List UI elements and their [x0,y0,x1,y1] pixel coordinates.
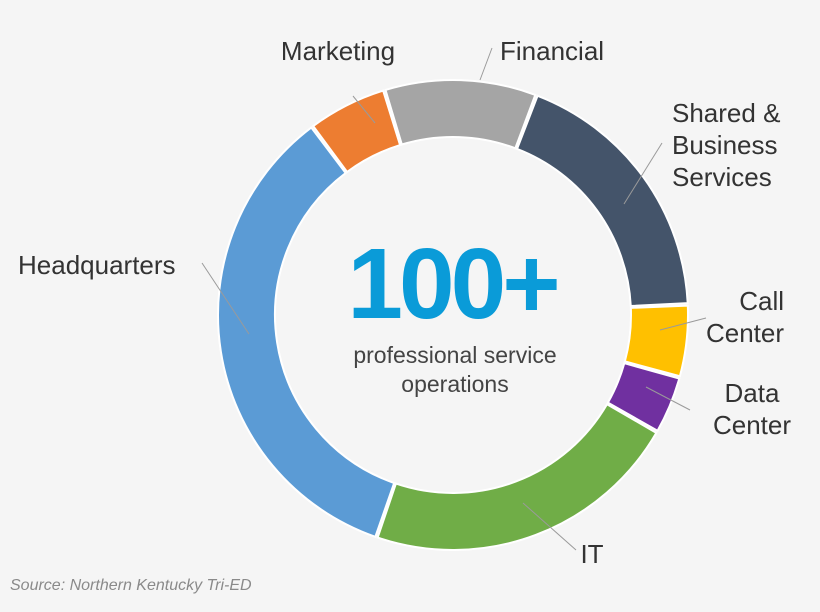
leader-line-it [522,502,577,551]
donut-slices [217,79,689,551]
slice-data-center [606,361,681,433]
slice-shared-business-services [515,94,689,308]
leader-line-marketing [352,95,376,124]
leader-line-headquarters [201,262,250,335]
source-note: Source: Northern Kentucky Tri-ED [10,577,252,594]
leader-line-shared-business-services [623,142,663,205]
slice-financial [384,79,537,150]
slice-call-center [623,304,689,378]
leader-line-data-center [645,386,691,411]
slice-labels: Financial Shared & Business Services Call Cen… [18,36,791,569]
leader-lines [201,47,707,551]
center-value: 100+ [347,228,557,340]
slice-headquarters [217,126,396,539]
label-marketing: Marketing [281,36,395,66]
label-shared-business-services: Shared & Business Services [672,98,780,192]
label-data-center: Data Center [713,378,791,440]
leader-line-financial [479,47,493,81]
slice-marketing [311,89,402,174]
label-financial: Financial [500,36,604,66]
slice-it [376,402,658,551]
leader-line-call-center [659,317,707,331]
center-caption-line-2: operations [401,371,508,397]
label-it: IT [580,539,603,569]
label-headquarters: Headquarters [18,250,176,280]
label-call-center: Call Center [706,286,784,348]
center-caption-line-1: professional service [353,342,556,368]
